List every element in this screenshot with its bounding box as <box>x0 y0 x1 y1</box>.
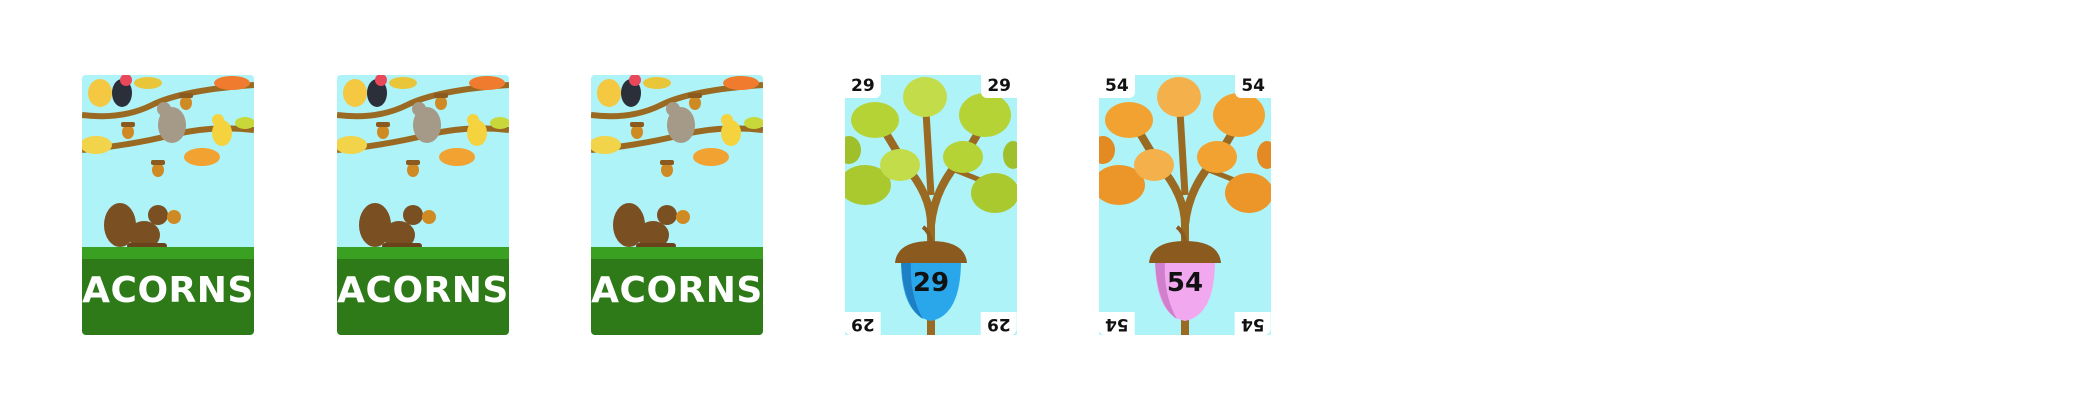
corner-value-bottom-right: 54 <box>1235 312 1271 335</box>
acorn-icon <box>121 93 193 177</box>
card-back[interactable]: ACORNS <box>591 75 763 335</box>
card-back[interactable]: ACORNS <box>82 75 254 335</box>
acorn-icon <box>1149 225 1221 321</box>
card-back-title: ACORNS <box>337 270 509 311</box>
bird-icon <box>367 75 487 146</box>
squirrel-icon <box>104 203 181 249</box>
card-back-illustration <box>337 75 509 335</box>
number-card[interactable]: 29 29 29 29 29 <box>845 75 1017 335</box>
corner-value-top-left: 54 <box>1099 75 1135 98</box>
corner-value-top-right: 54 <box>1235 75 1271 98</box>
card-back-title: ACORNS <box>591 270 763 311</box>
bird-icon <box>112 75 232 146</box>
card-back-illustration <box>82 75 254 335</box>
oak-leaf-icon <box>337 76 509 166</box>
corner-value-bottom-left: 29 <box>845 312 881 335</box>
card-back[interactable]: ACORNS <box>337 75 509 335</box>
corner-value-top-right: 29 <box>981 75 1017 98</box>
corner-value-bottom-right: 29 <box>981 312 1017 335</box>
card-value: 54 <box>1166 268 1204 298</box>
number-card[interactable]: 54 54 54 54 54 <box>1099 75 1271 335</box>
squirrel-icon <box>613 203 690 249</box>
number-card-illustration <box>845 75 1017 335</box>
card-back-title: ACORNS <box>82 270 254 311</box>
oak-leaf-icon <box>591 76 763 166</box>
number-card-illustration <box>1099 75 1271 335</box>
acorn-icon <box>895 225 967 321</box>
card-value: 29 <box>912 268 950 298</box>
oak-leaf-icon <box>82 76 254 166</box>
bird-icon <box>621 75 741 146</box>
oak-leaf-icon <box>1099 77 1271 213</box>
squirrel-icon <box>359 203 436 249</box>
oak-leaf-icon <box>845 77 1017 213</box>
acorn-icon <box>630 93 702 177</box>
acorn-icon <box>376 93 448 177</box>
card-back-illustration <box>591 75 763 335</box>
corner-value-top-left: 29 <box>845 75 881 98</box>
corner-value-bottom-left: 54 <box>1099 312 1135 335</box>
